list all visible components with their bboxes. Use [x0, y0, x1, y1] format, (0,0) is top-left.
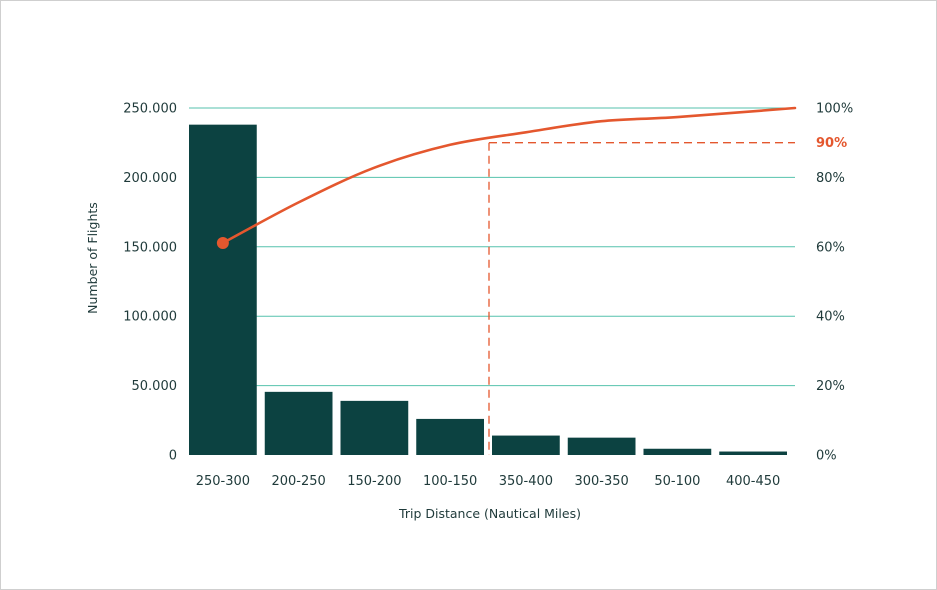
y-tick-label: 150.000 [123, 240, 177, 255]
y2-tick-label: 60% [816, 240, 845, 255]
y-tick-label: 100.000 [123, 310, 177, 325]
x-tick-label: 200-250 [271, 474, 325, 489]
x-tick-label: 150-200 [347, 474, 401, 489]
y2-tick-label: 20% [816, 379, 845, 394]
cumulative-line [221, 106, 797, 245]
bar [719, 451, 787, 455]
y-tick-label: 200.000 [123, 171, 177, 186]
bar [340, 400, 409, 455]
bar [492, 435, 560, 455]
bar [416, 418, 484, 455]
x-tick-label: 50-100 [654, 474, 700, 489]
cumulative-start-point [216, 236, 229, 249]
y-tick-label: 50.000 [132, 379, 178, 394]
x-tick-label: 300-350 [574, 474, 628, 489]
y-tick-label: 250.000 [123, 102, 177, 117]
y-axis-title: Number of Flights [85, 202, 100, 314]
y2-tick-label: 0% [816, 449, 837, 464]
x-axis-title: Trip Distance (Nautical Miles) [398, 506, 581, 521]
bar [264, 391, 333, 455]
y2-tick-label: 100% [816, 102, 853, 117]
x-tick-label: 400-450 [726, 474, 780, 489]
threshold-label: 90% [816, 136, 847, 151]
x-tick-label: 250-300 [196, 474, 250, 489]
x-tick-label: 100-150 [423, 474, 477, 489]
y2-tick-label: 80% [816, 171, 845, 186]
y-tick-label: 0 [169, 449, 177, 464]
y2-tick-label: 40% [816, 310, 845, 325]
bar [189, 124, 257, 455]
bar [643, 448, 712, 455]
bar [567, 437, 636, 455]
x-tick-label: 350-400 [499, 474, 553, 489]
